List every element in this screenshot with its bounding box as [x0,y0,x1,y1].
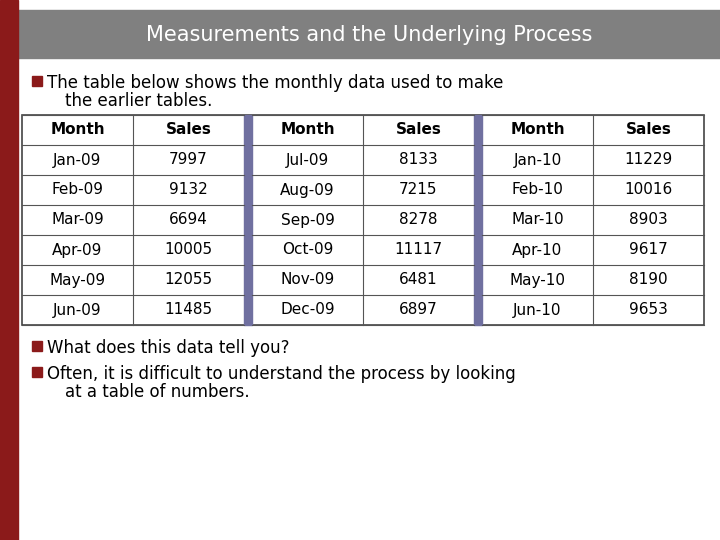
Text: 8903: 8903 [629,213,668,227]
Text: 6694: 6694 [169,213,208,227]
Text: 6897: 6897 [399,302,438,318]
Text: Month: Month [50,123,105,138]
Text: 11229: 11229 [624,152,672,167]
Text: 10016: 10016 [624,183,672,198]
Bar [244,115,252,325]
Text: Aug-09: Aug-09 [280,183,335,198]
Text: Sep-09: Sep-09 [281,213,334,227]
Text: 9132: 9132 [169,183,208,198]
Text: Dec-09: Dec-09 [280,302,335,318]
Bar [32,76,42,86]
Text: Month: Month [510,123,564,138]
Text: The table below shows the monthly data used to make: The table below shows the monthly data u… [47,74,503,92]
Text: What does this data tell you?: What does this data tell you? [47,339,289,357]
Text: Sales: Sales [626,123,672,138]
Text: 10005: 10005 [164,242,212,258]
Text: Mar-09: Mar-09 [51,213,104,227]
Text: Jan-09: Jan-09 [53,152,102,167]
Text: 6481: 6481 [399,273,438,287]
Text: at a table of numbers.: at a table of numbers. [65,383,250,401]
Text: 8190: 8190 [629,273,668,287]
Text: Sales: Sales [395,123,441,138]
Text: 8278: 8278 [400,213,438,227]
Text: Oct-09: Oct-09 [282,242,333,258]
Bar [32,367,42,377]
Text: Jan-10: Jan-10 [513,152,562,167]
Text: 12055: 12055 [164,273,212,287]
Text: Sales: Sales [166,123,212,138]
Text: Apr-10: Apr-10 [513,242,562,258]
Bar [474,115,482,325]
Text: Feb-09: Feb-09 [52,183,104,198]
Bar [18,10,720,58]
Text: May-10: May-10 [510,273,565,287]
Text: Measurements and the Underlying Process: Measurements and the Underlying Process [146,25,592,45]
Bar [22,115,704,325]
Text: Often, it is difficult to understand the process by looking: Often, it is difficult to understand the… [47,365,516,383]
Text: Month: Month [280,123,335,138]
Bar [32,341,42,351]
Text: Nov-09: Nov-09 [280,273,335,287]
Text: 8133: 8133 [399,152,438,167]
Text: the earlier tables.: the earlier tables. [65,92,212,110]
Text: 11117: 11117 [395,242,443,258]
Text: May-09: May-09 [50,273,106,287]
Text: 9617: 9617 [629,242,668,258]
Text: Jul-09: Jul-09 [286,152,329,167]
Text: Jun-10: Jun-10 [513,302,562,318]
Text: Feb-10: Feb-10 [512,183,564,198]
Bar [0,0,18,540]
Text: 7215: 7215 [400,183,438,198]
Text: 9653: 9653 [629,302,668,318]
Text: 11485: 11485 [164,302,212,318]
Text: Jun-09: Jun-09 [53,302,102,318]
Text: 7997: 7997 [169,152,208,167]
Text: Apr-09: Apr-09 [53,242,103,258]
Text: Mar-10: Mar-10 [511,213,564,227]
